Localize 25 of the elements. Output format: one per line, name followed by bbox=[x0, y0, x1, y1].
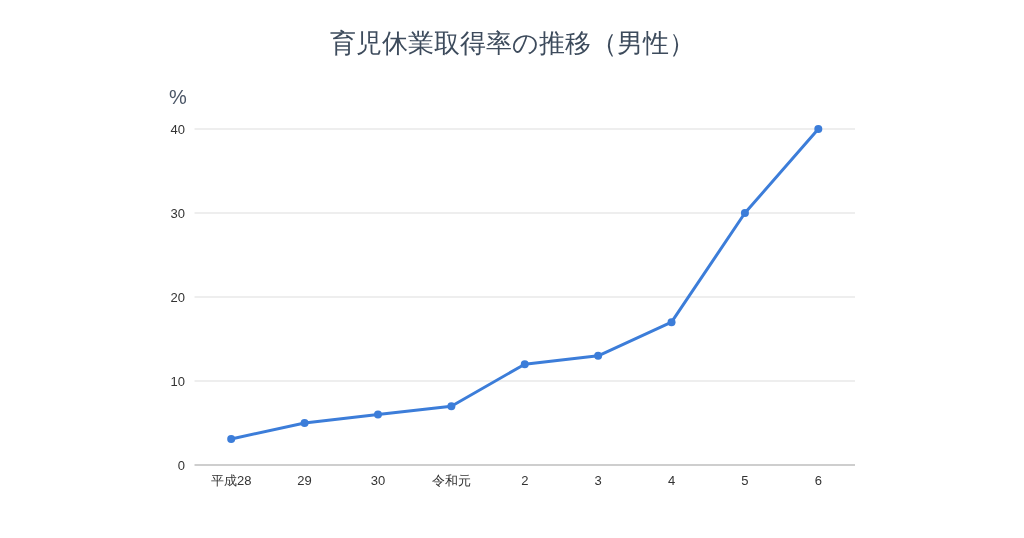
point bbox=[227, 434, 236, 443]
y-tick-label: 20 bbox=[170, 289, 185, 305]
x-tick-label: 平成28 bbox=[210, 473, 252, 488]
x-tick-label: 3 bbox=[594, 473, 602, 488]
title: 育児休業取得率の推移（男性） bbox=[329, 28, 695, 58]
x-tick-label: 5 bbox=[741, 473, 749, 488]
point bbox=[594, 351, 603, 360]
point bbox=[373, 410, 382, 419]
x-tick-label: 29 bbox=[297, 473, 312, 488]
x-tick-label: 6 bbox=[814, 473, 822, 488]
x-tick-label: 4 bbox=[667, 473, 676, 488]
ylabel: % bbox=[169, 86, 187, 108]
y-tick-label: 30 bbox=[170, 205, 185, 221]
point bbox=[300, 419, 309, 427]
y-tick-label: 40 bbox=[170, 121, 185, 137]
x-tick-label: 2 bbox=[521, 473, 529, 488]
point bbox=[520, 360, 529, 369]
x-tick-label: 令和元 bbox=[431, 473, 471, 488]
point bbox=[447, 402, 456, 411]
y-tick-label: 0 bbox=[177, 457, 185, 473]
point bbox=[667, 318, 676, 327]
x-tick-label: 30 bbox=[370, 473, 386, 488]
point bbox=[740, 209, 749, 217]
point bbox=[814, 125, 823, 133]
y-tick-label: 10 bbox=[170, 373, 185, 389]
